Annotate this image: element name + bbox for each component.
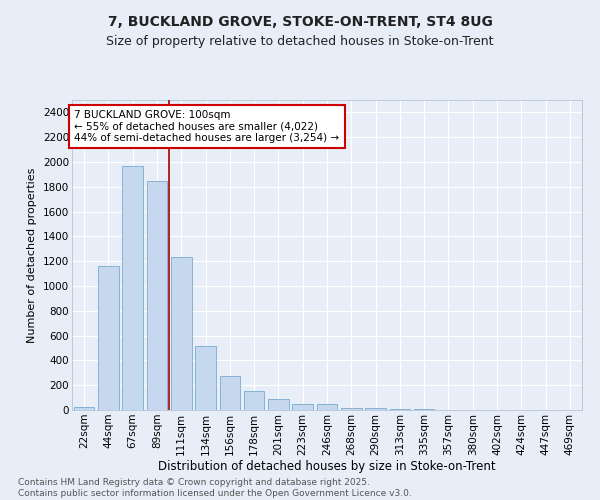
Bar <box>98 266 119 410</box>
Bar <box>244 392 265 410</box>
X-axis label: Distribution of detached houses by size in Stoke-on-Trent: Distribution of detached houses by size … <box>158 460 496 473</box>
Bar <box>171 258 191 410</box>
Text: Contains HM Land Registry data © Crown copyright and database right 2025.
Contai: Contains HM Land Registry data © Crown c… <box>18 478 412 498</box>
Bar <box>317 404 337 410</box>
Y-axis label: Number of detached properties: Number of detached properties <box>28 168 37 342</box>
Bar <box>122 166 143 410</box>
Bar <box>292 404 313 410</box>
Bar <box>389 409 410 410</box>
Text: Size of property relative to detached houses in Stoke-on-Trent: Size of property relative to detached ho… <box>106 35 494 48</box>
Bar <box>195 346 216 410</box>
Bar <box>365 408 386 410</box>
Bar <box>341 408 362 410</box>
Text: 7 BUCKLAND GROVE: 100sqm
← 55% of detached houses are smaller (4,022)
44% of sem: 7 BUCKLAND GROVE: 100sqm ← 55% of detach… <box>74 110 340 143</box>
Bar <box>146 180 167 410</box>
Bar <box>74 406 94 410</box>
Bar <box>220 376 240 410</box>
Bar <box>268 399 289 410</box>
Text: 7, BUCKLAND GROVE, STOKE-ON-TRENT, ST4 8UG: 7, BUCKLAND GROVE, STOKE-ON-TRENT, ST4 8… <box>107 15 493 29</box>
